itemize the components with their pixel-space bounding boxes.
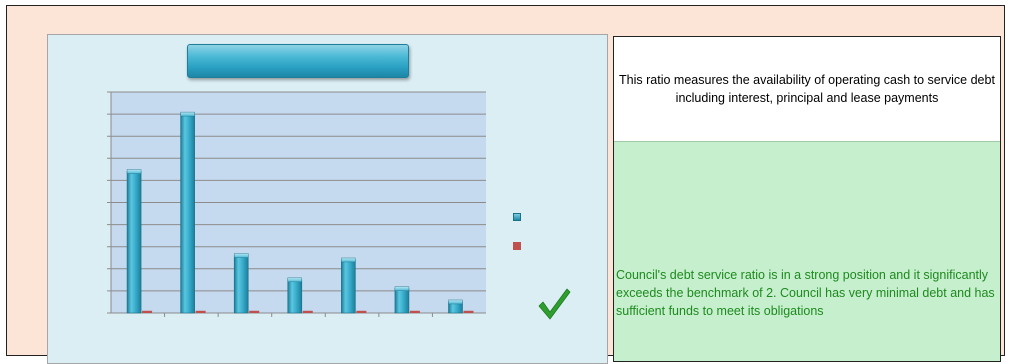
bar-series-2 [356, 310, 367, 313]
assessment-text: Council's debt service ratio is in a str… [616, 268, 995, 318]
legend-marker-series-2 [513, 242, 521, 250]
bar-series-1 [180, 113, 195, 314]
bar-series-1 [233, 255, 249, 314]
bar-cap [448, 299, 463, 305]
checkmark-icon [538, 288, 571, 320]
bar-series-2 [142, 310, 153, 313]
bar-series-1 [341, 259, 356, 314]
bar-chart [107, 91, 486, 317]
bar-series-2 [249, 310, 260, 313]
ratio-description: This ratio measures the availability of … [619, 73, 995, 105]
indicator-panel: This ratio measures the availability of … [6, 5, 1005, 364]
bar-series-2 [302, 310, 313, 313]
bar-cap [394, 286, 410, 291]
bar-cap [126, 169, 142, 174]
chart-title-bar [187, 44, 409, 78]
bar-series-2 [195, 310, 206, 313]
bar-cap [287, 277, 302, 283]
bar-series-1 [394, 288, 410, 314]
assessment-cell: Council's debt service ratio is in a str… [614, 141, 1000, 361]
bar-series-2 [463, 310, 474, 313]
legend-marker-series-1 [513, 213, 521, 221]
bar-cap [234, 253, 249, 258]
ratio-description-cell: This ratio measures the availability of … [614, 37, 1000, 141]
bar-series-1 [287, 279, 303, 314]
bar-cap [341, 257, 356, 263]
bar-cap [180, 111, 195, 117]
description-box: This ratio measures the availability of … [613, 36, 1001, 362]
bar-series-2 [409, 310, 420, 313]
bar-series-1 [126, 171, 142, 314]
